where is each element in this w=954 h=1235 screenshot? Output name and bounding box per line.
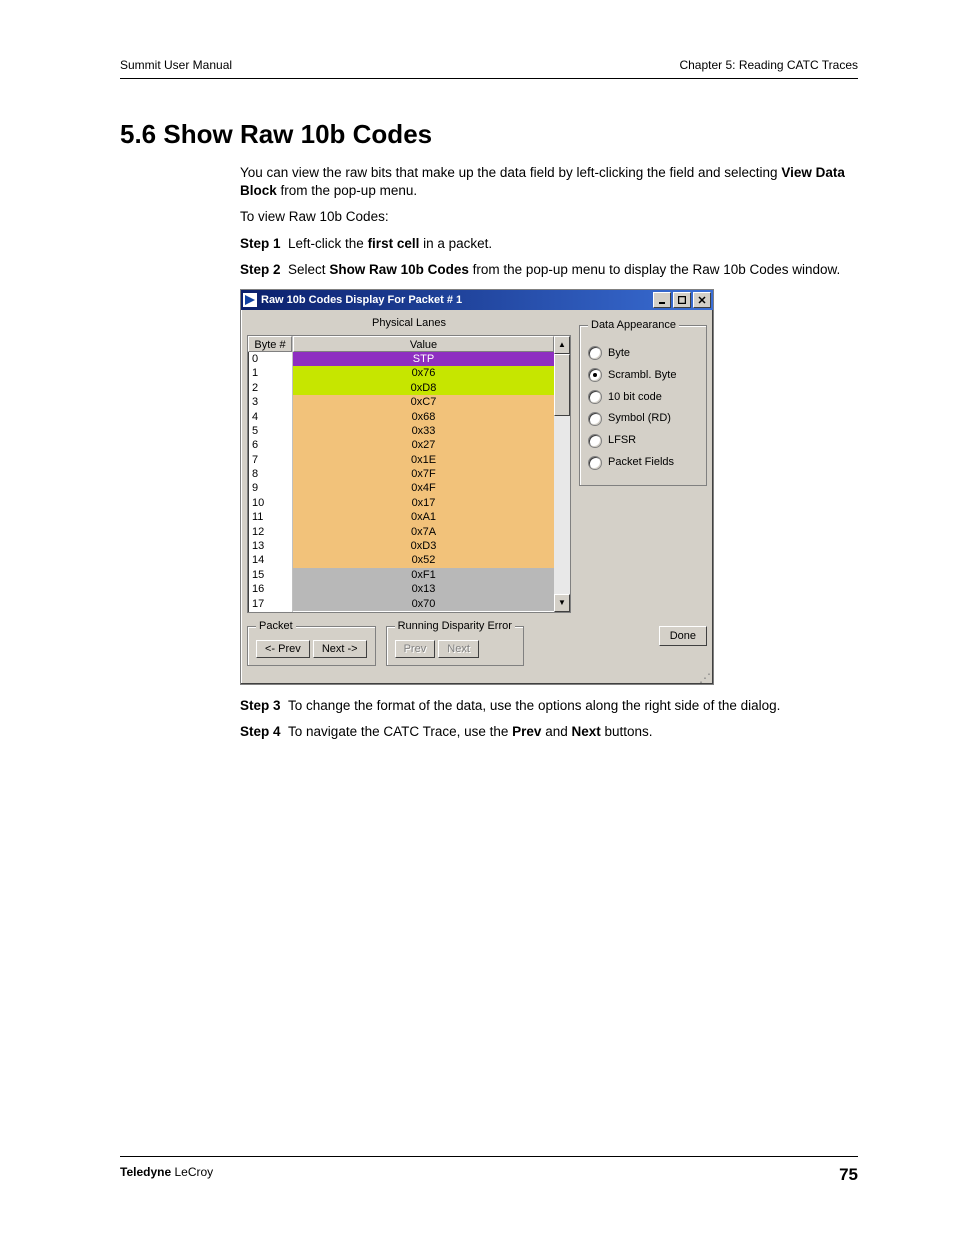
value-cell[interactable]: 0xD8 [293, 381, 554, 395]
value-cell[interactable]: 0x7A [293, 525, 554, 539]
resize-grip-icon[interactable]: ⋰ [241, 674, 713, 684]
value-cell[interactable]: 0xA1 [293, 510, 554, 524]
intro-paragraph: You can view the raw bits that make up t… [240, 164, 858, 200]
radio-icon [588, 456, 602, 470]
done-button[interactable]: Done [659, 626, 707, 646]
step-2: Step 2 Select Show Raw 10b Codes from th… [240, 261, 858, 279]
section-title-text: Show Raw 10b Codes [163, 119, 432, 149]
byte-cell[interactable]: 0 [248, 352, 292, 366]
appearance-option-label: Packet Fields [608, 455, 674, 470]
step-4: Step 4 To navigate the CATC Trace, use t… [240, 723, 858, 741]
byte-cell[interactable]: 14 [248, 553, 292, 567]
page-header: Summit User Manual Chapter 5: Reading CA… [120, 58, 858, 79]
byte-cell[interactable]: 15 [248, 568, 292, 582]
dialog-titlebar[interactable]: Raw 10b Codes Display For Packet # 1 [241, 290, 713, 310]
rde-prev-button[interactable]: Prev [395, 640, 436, 658]
appearance-option-label: Symbol (RD) [608, 411, 671, 426]
appearance-option-label: Byte [608, 346, 630, 361]
value-cell[interactable]: 0x52 [293, 553, 554, 567]
app-icon [243, 293, 257, 307]
section-number: 5.6 [120, 119, 156, 149]
header-left: Summit User Manual [120, 58, 232, 72]
close-button[interactable] [693, 292, 711, 308]
minimize-button[interactable] [653, 292, 671, 308]
value-cell[interactable]: 0x17 [293, 496, 554, 510]
appearance-option[interactable]: Scrambl. Byte [588, 368, 700, 383]
appearance-option[interactable]: Packet Fields [588, 455, 700, 470]
byte-cell[interactable]: 4 [248, 410, 292, 424]
rde-nav-group: Running Disparity Error Prev Next [386, 619, 524, 666]
byte-column-header[interactable]: Byte # [248, 336, 292, 352]
byte-cell[interactable]: 10 [248, 496, 292, 510]
radio-icon [588, 412, 602, 426]
dialog-title: Raw 10b Codes Display For Packet # 1 [261, 293, 653, 308]
radio-icon [588, 434, 602, 448]
radio-icon [588, 390, 602, 404]
data-appearance-legend: Data Appearance [588, 318, 679, 333]
value-cell[interactable]: 0x27 [293, 438, 554, 452]
byte-cell[interactable]: 16 [248, 582, 292, 596]
header-right: Chapter 5: Reading CATC Traces [679, 58, 858, 72]
byte-cell[interactable]: 3 [248, 395, 292, 409]
byte-cell[interactable]: 17 [248, 597, 292, 611]
value-cell[interactable]: 0x7F [293, 467, 554, 481]
step-1: Step 1 Left-click the first cell in a pa… [240, 235, 858, 253]
byte-cell[interactable]: 12 [248, 525, 292, 539]
byte-cell[interactable]: 6 [248, 438, 292, 452]
radio-icon [588, 346, 602, 360]
scroll-up-button[interactable]: ▲ [554, 336, 570, 354]
value-cell[interactable]: 0xC7 [293, 395, 554, 409]
scroll-down-button[interactable]: ▼ [554, 594, 570, 612]
raw-10b-dialog: Raw 10b Codes Display For Packet # 1 Phy… [240, 289, 714, 685]
appearance-option-label: 10 bit code [608, 390, 662, 405]
value-cell[interactable]: 0x68 [293, 410, 554, 424]
data-appearance-group: Data Appearance Byte Scrambl. Byte 10 bit … [579, 318, 707, 486]
packet-prev-button[interactable]: <- Prev [256, 640, 310, 658]
byte-cell[interactable]: 8 [248, 467, 292, 481]
footer-company: Teledyne LeCroy [120, 1165, 213, 1185]
value-cell[interactable]: 0x1E [293, 453, 554, 467]
scroll-track[interactable] [554, 354, 570, 594]
packet-nav-group: Packet <- Prev Next -> [247, 619, 376, 666]
vertical-scrollbar[interactable]: ▲ ▼ [554, 336, 570, 612]
footer-page-number: 75 [839, 1165, 858, 1185]
intro-lead: To view Raw 10b Codes: [240, 208, 858, 226]
value-column: Value STP0x760xD80xC70x680x330x270x1E0x7… [293, 336, 554, 612]
scroll-thumb[interactable] [554, 354, 570, 416]
physical-lanes-label: Physical Lanes [247, 316, 571, 331]
byte-cell[interactable]: 1 [248, 366, 292, 380]
value-cell[interactable]: 0x33 [293, 424, 554, 438]
value-column-header[interactable]: Value [293, 336, 554, 352]
appearance-option[interactable]: 10 bit code [588, 390, 700, 405]
appearance-option[interactable]: Symbol (RD) [588, 411, 700, 426]
section-title: 5.6 Show Raw 10b Codes [120, 119, 858, 150]
byte-cell[interactable]: 2 [248, 381, 292, 395]
value-cell[interactable]: 0x70 [293, 597, 554, 611]
value-cell[interactable]: STP [293, 352, 554, 366]
appearance-option[interactable]: LFSR [588, 433, 700, 448]
maximize-button[interactable] [673, 292, 691, 308]
radio-icon [588, 368, 602, 382]
value-cell[interactable]: 0x4F [293, 481, 554, 495]
rde-nav-legend: Running Disparity Error [395, 619, 515, 634]
byte-cell[interactable]: 9 [248, 481, 292, 495]
value-cell[interactable]: 0xD3 [293, 539, 554, 553]
value-cell[interactable]: 0x76 [293, 366, 554, 380]
byte-cell[interactable]: 7 [248, 453, 292, 467]
value-cell[interactable]: 0xF1 [293, 568, 554, 582]
appearance-option[interactable]: Byte [588, 346, 700, 361]
byte-cell[interactable]: 5 [248, 424, 292, 438]
page-footer: Teledyne LeCroy 75 [120, 1156, 858, 1185]
byte-cell[interactable]: 13 [248, 539, 292, 553]
byte-cell[interactable]: 11 [248, 510, 292, 524]
byte-column: Byte # 01234567891011121314151617 [248, 336, 293, 612]
rde-next-button[interactable]: Next [438, 640, 479, 658]
step-3: Step 3 To change the format of the data,… [240, 697, 858, 715]
packet-next-button[interactable]: Next -> [313, 640, 367, 658]
packet-nav-legend: Packet [256, 619, 296, 634]
data-table: Byte # 01234567891011121314151617 Value … [247, 335, 571, 613]
appearance-option-label: Scrambl. Byte [608, 368, 676, 383]
value-cell[interactable]: 0x13 [293, 582, 554, 596]
appearance-option-label: LFSR [608, 433, 636, 448]
